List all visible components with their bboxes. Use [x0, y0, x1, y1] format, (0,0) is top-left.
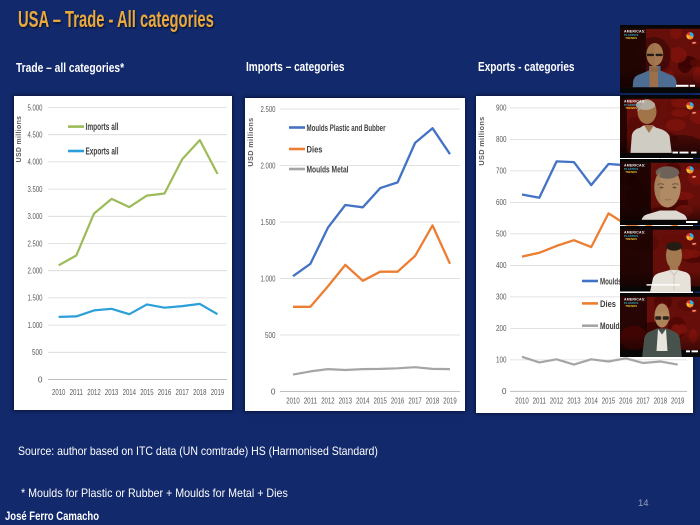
svg-text:400: 400	[496, 260, 507, 270]
svg-text:2013: 2013	[567, 396, 581, 406]
svg-text:PLASTICS: PLASTICS	[624, 32, 638, 36]
svg-text:Moulds Metal: Moulds Metal	[307, 164, 349, 175]
svg-text:4.000: 4.000	[28, 157, 43, 167]
svg-text:2011: 2011	[70, 387, 84, 397]
svg-text:2.000: 2.000	[261, 160, 276, 170]
svg-text:TRENDS: TRENDS	[625, 237, 637, 241]
svg-text:2011: 2011	[304, 396, 318, 406]
svg-text:2014: 2014	[585, 396, 599, 406]
svg-text:Imports all: Imports all	[86, 122, 119, 133]
svg-text:1.500: 1.500	[28, 293, 43, 303]
svg-text:500: 500	[265, 330, 276, 340]
svg-text:Dies: Dies	[600, 299, 616, 310]
svg-text:Exports all: Exports all	[86, 146, 119, 157]
svg-text:2012: 2012	[321, 396, 335, 406]
svg-text:2013: 2013	[339, 396, 353, 406]
svg-text:2016: 2016	[158, 387, 172, 397]
svg-text:2018: 2018	[426, 396, 440, 406]
svg-text:2017: 2017	[636, 396, 650, 406]
svg-text:2014: 2014	[123, 387, 137, 397]
svg-text:2.000: 2.000	[28, 266, 43, 276]
svg-text:USD millions: USD millions	[246, 117, 255, 166]
svg-text:3.000: 3.000	[28, 211, 43, 221]
svg-text:USD millions: USD millions	[477, 116, 486, 165]
svg-text:2018: 2018	[654, 396, 668, 406]
svg-text:500: 500	[496, 229, 507, 239]
svg-text:AMERICAS:: AMERICAS:	[624, 298, 646, 302]
svg-text:3.500: 3.500	[28, 184, 43, 194]
svg-text:USD millions: USD millions	[16, 116, 23, 163]
svg-text:AMERICAS:: AMERICAS:	[624, 163, 646, 167]
svg-text:2010: 2010	[515, 396, 529, 406]
svg-text:2017: 2017	[176, 387, 190, 397]
svg-text:AMERICAS:: AMERICAS:	[624, 231, 646, 235]
svg-text:300: 300	[496, 292, 507, 302]
svg-text:0: 0	[38, 374, 43, 384]
svg-text:1.500: 1.500	[261, 217, 276, 227]
svg-text:2015: 2015	[602, 396, 616, 406]
svg-text:2011: 2011	[533, 396, 547, 406]
svg-text:2017: 2017	[408, 396, 422, 406]
svg-text:2019: 2019	[671, 396, 685, 406]
svg-text:2012: 2012	[87, 387, 101, 397]
svg-text:200: 200	[496, 323, 507, 333]
svg-text:2012: 2012	[550, 396, 564, 406]
svg-text:TRENDS: TRENDS	[625, 35, 637, 39]
svg-text:AMERICAS:: AMERICAS:	[624, 29, 646, 33]
svg-text:PLASTICS: PLASTICS	[624, 301, 638, 305]
svg-text:2.500: 2.500	[28, 238, 43, 248]
svg-text:2014: 2014	[356, 396, 370, 406]
svg-text:2016: 2016	[619, 396, 633, 406]
svg-text:900: 900	[496, 103, 507, 113]
svg-text:PLASTICS: PLASTICS	[624, 102, 638, 106]
svg-text:1.000: 1.000	[261, 273, 276, 283]
svg-text:500: 500	[32, 347, 43, 357]
svg-text:TRENDS: TRENDS	[625, 105, 637, 109]
svg-text:4.500: 4.500	[28, 130, 43, 140]
svg-text:PLASTICS: PLASTICS	[624, 234, 638, 238]
svg-text:2010: 2010	[286, 396, 300, 406]
svg-text:2010: 2010	[52, 387, 66, 397]
svg-text:5.000: 5.000	[28, 102, 43, 112]
svg-text:2015: 2015	[374, 396, 388, 406]
svg-text:TRENDS: TRENDS	[625, 169, 637, 173]
svg-text:Moulds Plastic and Bubber: Moulds Plastic and Bubber	[307, 123, 386, 134]
svg-text:2019: 2019	[443, 396, 457, 406]
svg-text:1.000: 1.000	[28, 320, 43, 330]
svg-text:600: 600	[496, 197, 507, 207]
svg-text:800: 800	[496, 134, 507, 144]
svg-text:Dies: Dies	[307, 144, 323, 155]
svg-text:2018: 2018	[193, 387, 207, 397]
svg-text:2015: 2015	[140, 387, 154, 397]
svg-text:700: 700	[496, 166, 507, 176]
svg-text:2016: 2016	[391, 396, 405, 406]
svg-text:2.500: 2.500	[261, 104, 276, 114]
svg-text:0: 0	[271, 386, 276, 396]
svg-text:0: 0	[502, 386, 507, 396]
svg-text:100: 100	[496, 355, 507, 365]
svg-text:TRENDS: TRENDS	[625, 304, 637, 308]
svg-text:PLASTICS: PLASTICS	[624, 166, 638, 170]
svg-text:2013: 2013	[105, 387, 119, 397]
svg-text:2019: 2019	[211, 387, 225, 397]
svg-text:AMERICAS:: AMERICAS:	[624, 99, 646, 103]
